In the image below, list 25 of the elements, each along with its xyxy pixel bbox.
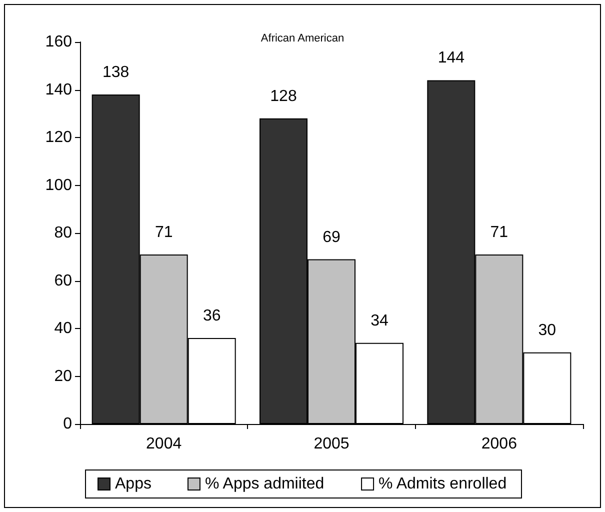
y-tick-label: 0	[63, 416, 72, 432]
data-label: 30	[538, 322, 556, 339]
chart-title: African American	[260, 32, 344, 44]
data-label: 34	[370, 312, 388, 330]
data-label: 69	[322, 228, 340, 246]
data-label: 71	[490, 224, 508, 241]
x-tick-label: 2006	[481, 436, 518, 452]
data-label: 138	[102, 64, 130, 82]
data-label: 144	[438, 50, 465, 67]
x-tick-label: 2005	[314, 436, 350, 452]
data-label: 71	[154, 224, 173, 241]
y-tick-label: 100	[45, 176, 72, 194]
y-tick-label: 40	[54, 320, 72, 337]
legend-label: % Admits enrolled	[378, 476, 507, 492]
y-tick-label: 20	[54, 368, 72, 385]
legend-label: % Apps admiited	[204, 476, 324, 492]
y-tick-label: 120	[45, 129, 72, 146]
y-tick-label: 80	[54, 224, 72, 242]
y-tick-label: 60	[54, 272, 72, 290]
x-tick-label: 2004	[146, 436, 182, 452]
legend-label: Apps	[115, 476, 152, 492]
y-tick-label: 140	[45, 81, 72, 98]
y-tick-label: 160	[45, 34, 72, 50]
data-label: 36	[202, 308, 221, 325]
data-label: 128	[270, 88, 297, 105]
